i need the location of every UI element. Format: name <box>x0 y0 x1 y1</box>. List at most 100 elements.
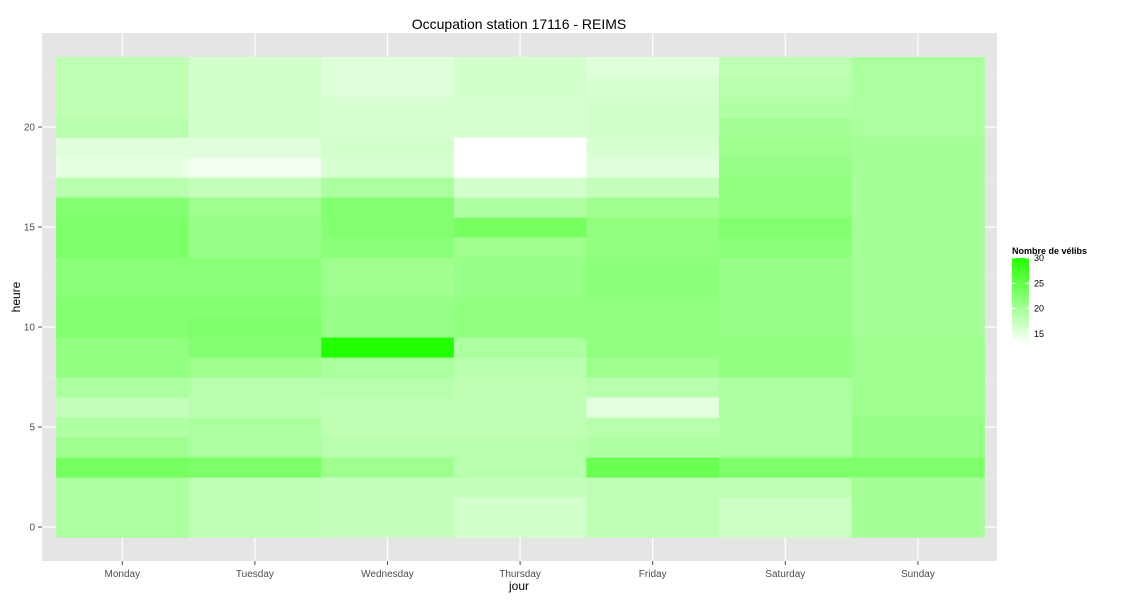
heatmap-cell <box>851 137 985 158</box>
heatmap-cell <box>719 257 853 278</box>
heatmap-cell <box>851 517 985 538</box>
chart-title: Occupation station 17116 - REIMS <box>412 16 627 32</box>
heatmap-cell <box>851 157 985 178</box>
heatmap-cell <box>56 137 190 158</box>
heatmap-cell <box>56 257 190 278</box>
heatmap-cell <box>188 457 322 478</box>
heatmap-cell <box>586 157 720 178</box>
heatmap-cells <box>56 57 985 538</box>
heatmap-cell <box>56 497 190 518</box>
heatmap-cell <box>453 517 587 538</box>
heatmap-cell <box>321 417 455 438</box>
heatmap-cell <box>321 77 455 98</box>
heatmap-cell <box>586 337 720 358</box>
heatmap-cell <box>719 97 853 118</box>
heatmap-cell <box>586 57 720 78</box>
heatmap-cell <box>321 197 455 218</box>
heatmap-cell <box>586 437 720 458</box>
heatmap-cell <box>586 397 720 418</box>
heatmap-cell <box>321 117 455 138</box>
heatmap-cell <box>188 357 322 378</box>
heatmap-cell <box>851 237 985 258</box>
heatmap-cell <box>321 277 455 298</box>
heatmap-cell <box>586 317 720 338</box>
heatmap-cell <box>453 197 587 218</box>
heatmap-cell <box>188 377 322 398</box>
heatmap-cell <box>719 357 853 378</box>
heatmap-cell <box>719 317 853 338</box>
x-axis-title: jour <box>508 579 529 593</box>
heatmap-cell <box>851 477 985 498</box>
heatmap-cell <box>453 417 587 438</box>
y-tick-label: 5 <box>29 423 35 434</box>
heatmap-cell <box>586 77 720 98</box>
heatmap-cell <box>188 397 322 418</box>
heatmap-cell <box>188 177 322 198</box>
heatmap-cell <box>188 497 322 518</box>
heatmap-cell <box>586 517 720 538</box>
y-tick-label: 15 <box>24 223 36 234</box>
heatmap-cell <box>851 77 985 98</box>
x-tick-label: Thursday <box>499 569 541 580</box>
heatmap-cell <box>188 117 322 138</box>
heatmap-cell <box>453 457 587 478</box>
heatmap-cell <box>719 417 853 438</box>
y-axis: 0 5 10 15 20 <box>24 123 42 534</box>
heatmap-cell <box>851 377 985 398</box>
legend-colorbar <box>1012 258 1029 344</box>
heatmap-cell <box>586 237 720 258</box>
heatmap-cell <box>321 337 455 358</box>
heatmap-cell <box>188 437 322 458</box>
heatmap-cell <box>719 397 853 418</box>
heatmap-cell <box>188 477 322 498</box>
heatmap-cell <box>56 197 190 218</box>
heatmap-cell <box>453 277 587 298</box>
heatmap-cell <box>851 357 985 378</box>
heatmap-cell <box>586 277 720 298</box>
heatmap-cell <box>56 117 190 138</box>
heatmap-cell <box>321 297 455 318</box>
heatmap-cell <box>586 257 720 278</box>
heatmap-cell <box>719 297 853 318</box>
x-tick-label: Sunday <box>901 569 935 580</box>
heatmap-cell <box>719 77 853 98</box>
heatmap-cell <box>851 337 985 358</box>
heatmap-cell <box>719 237 853 258</box>
heatmap-cell <box>586 357 720 378</box>
heatmap-cell <box>719 57 853 78</box>
heatmap-cell <box>719 457 853 478</box>
heatmap-cell <box>453 377 587 398</box>
heatmap-cell <box>719 377 853 398</box>
heatmap-cell <box>586 377 720 398</box>
heatmap-cell <box>56 317 190 338</box>
heatmap-cell <box>321 517 455 538</box>
heatmap-cell <box>586 117 720 138</box>
heatmap-cell <box>851 177 985 198</box>
heatmap-cell <box>586 97 720 118</box>
heatmap-cell <box>453 397 587 418</box>
y-tick-label: 20 <box>24 123 36 134</box>
legend-ticks: 30 25 20 15 <box>1012 253 1044 339</box>
heatmap-cell <box>453 337 587 358</box>
heatmap-cell <box>188 137 322 158</box>
heatmap-cell <box>56 277 190 298</box>
heatmap-cell <box>56 417 190 438</box>
heatmap-cell <box>719 137 853 158</box>
heatmap-cell <box>586 137 720 158</box>
y-tick-label: 10 <box>24 323 36 334</box>
heatmap-cell <box>453 117 587 138</box>
heatmap-cell <box>188 237 322 258</box>
heatmap-cell <box>586 197 720 218</box>
heatmap-cell <box>321 437 455 458</box>
heatmap-cell <box>719 477 853 498</box>
x-tick-label: Tuesday <box>236 569 274 580</box>
heatmap-cell <box>188 197 322 218</box>
heatmap-cell <box>851 437 985 458</box>
heatmap-cell <box>851 417 985 438</box>
heatmap-cell <box>188 57 322 78</box>
heatmap-cell <box>851 317 985 338</box>
heatmap-cell <box>321 497 455 518</box>
heatmap-cell <box>586 177 720 198</box>
heatmap-cell <box>321 257 455 278</box>
heatmap-cell <box>851 217 985 238</box>
